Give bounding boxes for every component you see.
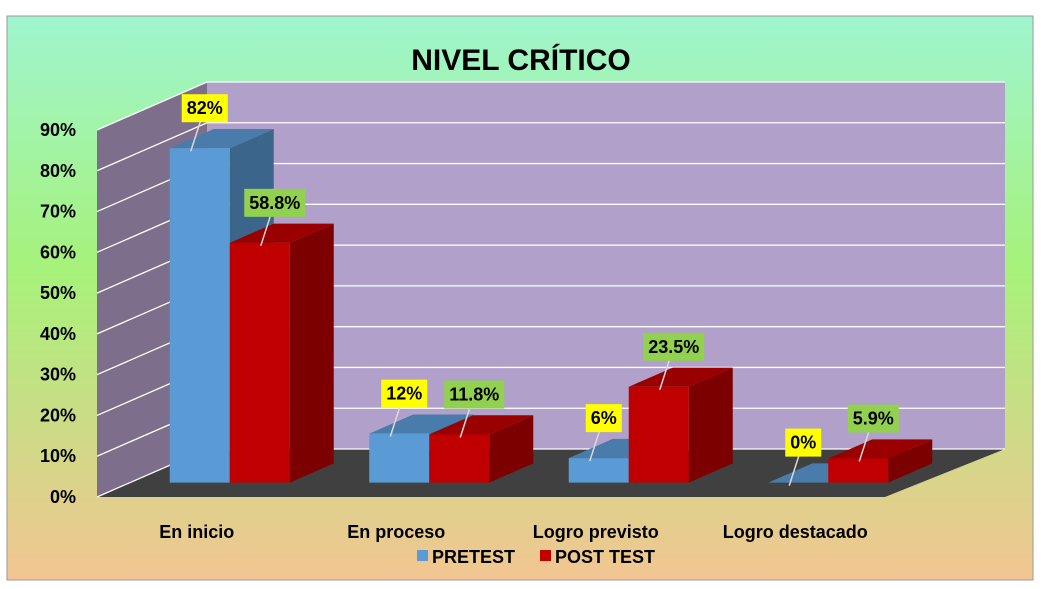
bar [828, 458, 889, 483]
value-label-box [585, 404, 622, 433]
leader-line [389, 405, 401, 437]
x-tick-label: Logro previsto [533, 522, 659, 542]
bar [628, 386, 689, 483]
x-tick-label: Logro destacado [723, 522, 868, 542]
bar-side [289, 223, 334, 483]
value-label: 23.5% [648, 337, 699, 357]
value-label: 12% [386, 384, 422, 404]
back-wall [207, 82, 1005, 449]
value-label: 6% [591, 408, 617, 428]
bar-top [229, 223, 334, 243]
legend-swatch [540, 550, 551, 561]
value-label-box [244, 188, 306, 217]
bar [429, 434, 490, 483]
y-tick-label: 30% [40, 365, 76, 385]
value-label: 11.8% [449, 384, 499, 404]
value-label-box [785, 428, 822, 457]
bar-side [688, 367, 733, 483]
bar-side [888, 439, 933, 483]
bar-top [169, 129, 274, 149]
bar [369, 433, 430, 483]
grid-line [96, 122, 1005, 172]
grid-line [96, 81, 1005, 131]
leader-line [459, 406, 471, 438]
bar-top [828, 439, 933, 459]
legend-swatch [417, 550, 428, 561]
y-tick-label: 90% [40, 120, 76, 140]
value-label: 82% [187, 98, 223, 118]
y-tick-label: 0% [50, 487, 76, 507]
leader-line [260, 214, 272, 247]
bar [568, 458, 629, 483]
bar [229, 242, 290, 483]
y-tick-label: 70% [40, 202, 76, 222]
leader-line [788, 454, 800, 486]
bar [169, 148, 230, 483]
x-tick-label: En proceso [347, 522, 445, 542]
value-label-box [847, 404, 899, 433]
bar-top [429, 415, 534, 435]
leader-line [589, 429, 601, 462]
legend-label: POST TEST [555, 547, 655, 567]
value-label-box [181, 94, 228, 123]
y-tick-label: 80% [40, 161, 76, 181]
y-tick-label: 10% [40, 446, 76, 466]
y-tick-label: 50% [40, 283, 76, 303]
y-tick-label: 40% [40, 324, 76, 344]
value-label-box [643, 332, 705, 361]
leader-line [659, 358, 671, 391]
value-label: 58.8% [249, 193, 300, 213]
bar-top [628, 367, 733, 387]
value-label-box [444, 380, 505, 409]
leader-line [190, 119, 202, 152]
chart-title: NIVEL CRÍTICO [411, 43, 630, 77]
value-label: 0% [790, 433, 816, 453]
x-tick-label: En inicio [159, 522, 234, 542]
value-label-box [381, 379, 428, 408]
leader-line [858, 430, 870, 462]
y-tick-label: 20% [40, 405, 76, 425]
bar-side [489, 415, 534, 483]
y-tick-label: 60% [40, 242, 76, 262]
bar-top [369, 414, 474, 434]
legend-label: PRETEST [432, 547, 515, 567]
value-label: 5.9% [853, 409, 894, 429]
